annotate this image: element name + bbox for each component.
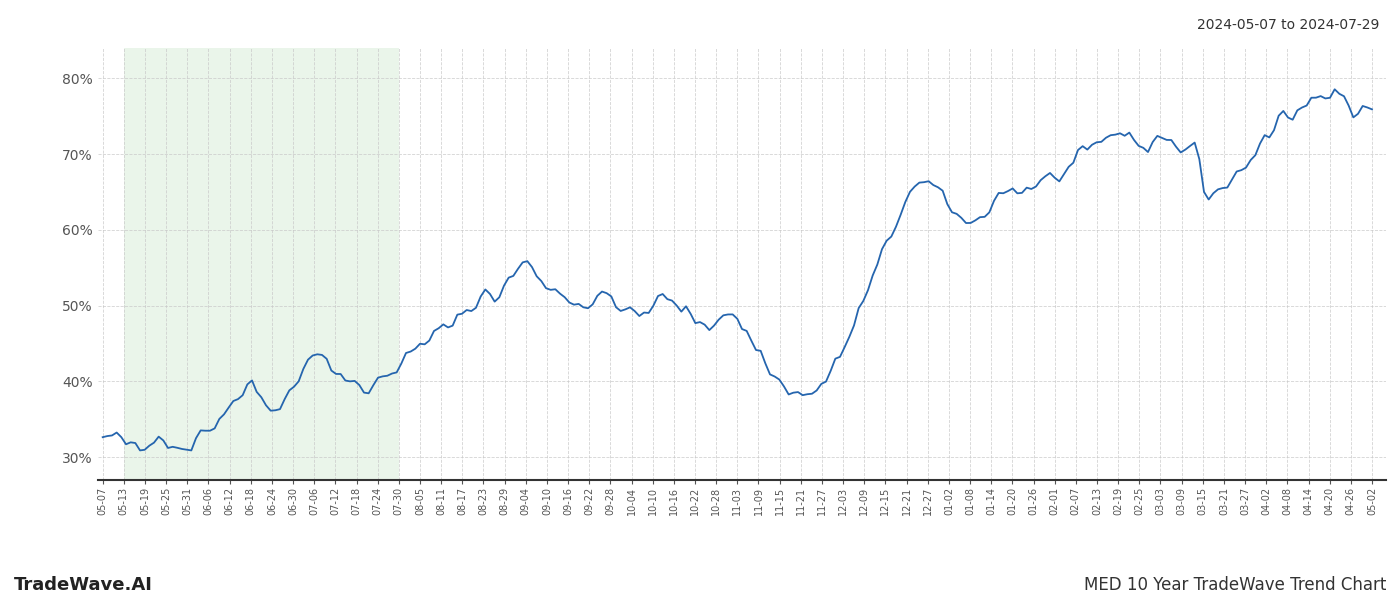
Text: 2024-05-07 to 2024-07-29: 2024-05-07 to 2024-07-29 bbox=[1197, 18, 1379, 32]
Bar bbox=[123, 48, 399, 480]
Text: TradeWave.AI: TradeWave.AI bbox=[14, 576, 153, 594]
Text: MED 10 Year TradeWave Trend Chart: MED 10 Year TradeWave Trend Chart bbox=[1084, 576, 1386, 594]
